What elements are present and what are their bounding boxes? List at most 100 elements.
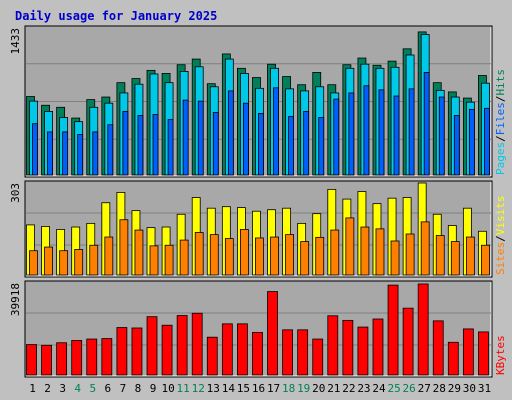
- top-max-label: 1433: [9, 28, 22, 55]
- middle-bar-sites: [59, 250, 69, 276]
- middle-bar-sites: [435, 235, 445, 276]
- x-tick-label: 21: [327, 382, 340, 395]
- top-bar-files: [32, 123, 38, 176]
- bottom-bar-kbytes: [56, 342, 68, 376]
- bottom-bar-kbytes: [26, 344, 37, 376]
- bottom-bar-kbytes: [402, 307, 414, 376]
- x-tick-label: 24: [372, 382, 386, 395]
- middle-bar-sites: [465, 236, 475, 276]
- middle-bar-sites: [179, 239, 189, 276]
- bottom-bar-kbytes: [447, 341, 459, 376]
- bottom-bar-kbytes: [116, 327, 128, 376]
- middle-bar-sites: [209, 234, 219, 276]
- bottom-bar-kbytes: [462, 328, 474, 376]
- middle-bar-sites: [315, 236, 325, 276]
- top-bar-files: [288, 116, 294, 176]
- top-bar-files: [77, 134, 84, 176]
- bottom-bar-kbytes: [161, 324, 173, 376]
- top-bar-files: [318, 117, 325, 176]
- x-tick-label: 29: [448, 382, 461, 395]
- middle-bar-sites: [149, 245, 159, 276]
- legend-separator: /: [494, 135, 507, 142]
- top-bar-files: [47, 131, 53, 176]
- x-tick-label: 27: [418, 382, 431, 395]
- top-bar-files: [453, 115, 460, 176]
- bottom-bar-kbytes: [417, 283, 429, 376]
- bottom-bar-kbytes: [372, 318, 384, 376]
- bottom-bar-kbytes: [191, 312, 203, 376]
- top-bar-files: [303, 110, 310, 176]
- legend-separator: /: [494, 235, 507, 242]
- bottom-bar-kbytes: [41, 344, 52, 376]
- x-tick-label: 7: [120, 382, 127, 395]
- top-bar-files: [363, 85, 370, 176]
- bottom-bar-kbytes: [432, 320, 444, 376]
- bottom-bar-kbytes: [327, 315, 339, 376]
- middle-panel: 303 Sites/Visits: [9, 180, 507, 278]
- legend-hits: Hits: [494, 69, 507, 96]
- x-tick-label: 30: [463, 382, 476, 395]
- bottom-bar-kbytes: [297, 329, 309, 376]
- bottom-bar-kbytes: [237, 323, 248, 376]
- bottom-bar-kbytes: [342, 319, 354, 376]
- legend-sites: Sites: [494, 242, 507, 275]
- middle-bar-sites: [74, 249, 84, 276]
- x-tick-label: 31: [478, 382, 491, 395]
- middle-bar-sites: [89, 244, 99, 276]
- x-tick-label: 6: [105, 382, 112, 395]
- bottom-bar-kbytes: [478, 331, 489, 376]
- top-bar-files: [348, 92, 355, 176]
- middle-bar-sites: [345, 217, 355, 276]
- x-tick-label: 15: [237, 382, 250, 395]
- middle-bar-sites: [450, 241, 460, 276]
- bottom-bar-kbytes: [86, 338, 98, 376]
- x-tick-label: 13: [207, 382, 220, 395]
- x-tick-label: 23: [357, 382, 370, 395]
- bottom-bar-kbytes: [252, 331, 263, 376]
- bottom-max-label: 39918: [9, 283, 22, 316]
- middle-bar-sites: [481, 244, 490, 276]
- legend-kbytes: KBytes: [494, 335, 507, 375]
- x-tick-label: 10: [161, 382, 174, 395]
- middle-bar-sites: [104, 236, 114, 276]
- legend-pages: Pages: [494, 142, 507, 175]
- bottom-bar-kbytes: [357, 326, 369, 376]
- top-bar-files: [438, 96, 445, 176]
- top-bar-files: [182, 99, 189, 176]
- top-bar-files: [468, 108, 475, 176]
- middle-bar-sites: [240, 229, 249, 276]
- top-bar-files: [167, 119, 174, 176]
- x-tick-label: 2: [44, 382, 51, 395]
- x-tick-label: 26: [403, 382, 416, 395]
- middle-bar-sites: [375, 228, 385, 276]
- middle-bar-sites: [420, 221, 430, 276]
- top-bar-files: [62, 131, 69, 176]
- x-tick-label: 12: [192, 382, 205, 395]
- middle-bar-sites: [300, 241, 310, 276]
- bottom-bar-kbytes: [101, 338, 113, 376]
- top-bar-files: [273, 87, 279, 176]
- legend-visits: Visits: [494, 196, 507, 236]
- bottom-bar-kbytes: [131, 327, 143, 376]
- x-tick-label: 1: [29, 382, 36, 395]
- x-tick-label: 22: [342, 382, 355, 395]
- legend-separator: /: [494, 96, 507, 103]
- middle-max-label: 303: [9, 183, 22, 203]
- bottom-bar-kbytes: [282, 329, 293, 376]
- top-bar-files: [333, 98, 340, 176]
- x-tick-label: 9: [150, 382, 157, 395]
- middle-bar-sites: [390, 240, 400, 276]
- bottom-bar-kbytes: [312, 338, 324, 376]
- middle-legend: Sites/Visits: [494, 196, 507, 276]
- middle-bar-sites: [44, 246, 53, 276]
- middle-bar-sites: [29, 250, 38, 276]
- x-tick-label: 25: [387, 382, 400, 395]
- top-bar-files: [258, 113, 264, 176]
- x-tick-label: 19: [297, 382, 310, 395]
- bottom-bar-kbytes: [71, 340, 83, 376]
- middle-bar-sites: [360, 226, 370, 276]
- middle-bar-sites: [285, 234, 294, 276]
